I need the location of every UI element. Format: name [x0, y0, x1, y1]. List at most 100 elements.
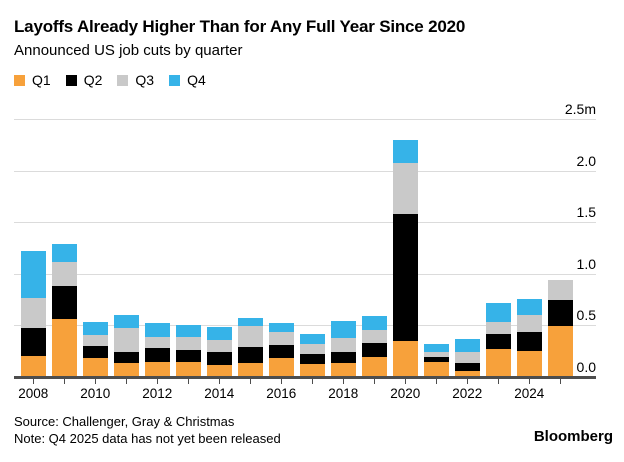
page-title: Layoffs Already Higher Than for Any Full…	[14, 17, 466, 36]
bar-2020-q3-segment	[392, 162, 418, 214]
x-axis-tick-2014	[218, 378, 220, 384]
y-axis-label-1.0: 1.0	[576, 255, 596, 272]
x-axis-label-2020: 2020	[390, 386, 421, 401]
x-axis-tick-2016	[280, 378, 282, 384]
bar-2022-q3-segment	[454, 352, 480, 364]
x-axis-tick-2015	[249, 378, 251, 384]
bar-2011-q2-segment	[113, 351, 139, 364]
legend-label: Q2	[83, 72, 103, 88]
y-axis-label-0.5: 0.5	[576, 307, 596, 323]
bar-2016-q3-segment	[268, 332, 294, 345]
bar-2023-q4-segment	[485, 302, 511, 322]
x-axis-label-2022: 2022	[452, 386, 483, 401]
bar-2011-q3-segment	[113, 327, 139, 352]
bar-2018-q1-segment	[330, 362, 356, 377]
chart-subtitle: Announced US job cuts by quarter	[14, 42, 243, 59]
legend-swatch-q3	[117, 74, 129, 86]
bar-2025	[547, 279, 573, 377]
x-axis-tick-2008	[32, 378, 34, 384]
bar-2013-q2-segment	[175, 350, 201, 363]
source-credit: Source: Challenger, Gray & Christmas	[14, 414, 235, 429]
gridline-2.0	[14, 170, 596, 172]
bar-2016	[268, 322, 294, 377]
bar-2013-q3-segment	[175, 337, 201, 351]
bar-2020-q1-segment	[392, 341, 418, 377]
bar-2022	[454, 339, 480, 377]
x-axis-tick-2009	[63, 378, 65, 384]
bar-2024-q1-segment	[516, 350, 542, 377]
bar-2009	[51, 244, 77, 377]
bar-2025-q1-segment	[547, 325, 573, 377]
bar-2023-q1-segment	[485, 349, 511, 377]
x-axis-tick-2025	[559, 378, 561, 384]
bar-2019-q1-segment	[361, 357, 387, 377]
bar-2010-q3-segment	[82, 334, 108, 347]
bar-2016-q4-segment	[268, 322, 294, 333]
bar-2017-q3-segment	[299, 343, 325, 354]
legend-swatch-q1	[14, 74, 25, 86]
bar-2023-q3-segment	[485, 321, 511, 335]
bar-2011-q1-segment	[113, 363, 139, 377]
bar-2017-q1-segment	[299, 363, 325, 377]
bar-2015-q4-segment	[237, 317, 263, 327]
bar-2008	[20, 250, 46, 377]
x-axis-label-2010: 2010	[80, 386, 111, 401]
x-axis-label-2016: 2016	[266, 386, 297, 401]
y-axis-label-2.5m: 2.5m	[564, 101, 596, 117]
x-axis-tick-2023	[497, 378, 499, 384]
legend-swatch-q2	[65, 74, 77, 86]
bar-2015-q2-segment	[237, 347, 263, 363]
bar-2009-q3-segment	[51, 261, 77, 287]
legend-item-q2: Q2	[65, 72, 103, 88]
bar-2017	[299, 333, 325, 377]
x-axis-tick-2010	[94, 378, 96, 384]
bar-2021-q4-segment	[423, 343, 449, 352]
bar-2020-q4-segment	[392, 139, 418, 163]
y-axis-label-2.0: 2.0	[576, 152, 596, 169]
x-axis-label-2018: 2018	[328, 386, 359, 401]
gridline-1.0	[14, 273, 596, 275]
y-axis-label-1.5: 1.5	[576, 204, 596, 220]
bar-2010	[82, 322, 108, 377]
bar-2015	[237, 317, 263, 377]
x-axis-tick-2013	[187, 378, 189, 384]
bar-2013-q4-segment	[175, 324, 201, 338]
gridline-1.5	[14, 222, 596, 223]
bar-2014-q2-segment	[206, 351, 232, 365]
bar-2018	[330, 321, 356, 377]
bar-2019-q4-segment	[361, 316, 387, 330]
bar-2019	[361, 316, 387, 377]
y-axis-label-0.0: 0.0	[576, 358, 596, 375]
bar-2015-q1-segment	[237, 362, 263, 377]
bar-2010-q4-segment	[82, 322, 108, 335]
bar-2013-q1-segment	[175, 362, 201, 377]
bar-2021-q1-segment	[423, 362, 449, 377]
bar-2022-q1-segment	[454, 371, 480, 377]
bar-2020-q2-segment	[392, 213, 418, 342]
legend-label: Q1	[32, 72, 51, 88]
x-axis-tick-2020	[404, 378, 406, 384]
bar-2009-q2-segment	[51, 286, 77, 319]
bar-2011-q4-segment	[113, 314, 139, 328]
bar-2023	[485, 302, 511, 377]
bar-2009-q4-segment	[51, 244, 77, 262]
footnote: Note: Q4 2025 data has not yet been rele…	[14, 431, 281, 446]
gridline-0.5	[14, 325, 596, 326]
x-axis-tick-2021	[435, 378, 437, 384]
gridline-2.5m	[14, 119, 596, 120]
x-axis-label-2024: 2024	[514, 386, 545, 401]
bar-2012-q1-segment	[144, 362, 170, 377]
bar-2012-q2-segment	[144, 347, 170, 363]
x-axis-label-2008: 2008	[18, 386, 49, 401]
bar-2024-q4-segment	[516, 298, 542, 315]
bar-2014-q4-segment	[206, 327, 232, 340]
bloomberg-logo: Bloomberg	[533, 428, 613, 445]
bar-2024-q2-segment	[516, 332, 542, 351]
x-axis-tick-2012	[156, 378, 158, 384]
chart-legend: Q1 Q2 Q3 Q4	[14, 73, 221, 87]
x-axis-tick-2018	[342, 378, 344, 384]
bar-2010-q2-segment	[82, 346, 108, 359]
bar-2022-q2-segment	[454, 363, 480, 372]
